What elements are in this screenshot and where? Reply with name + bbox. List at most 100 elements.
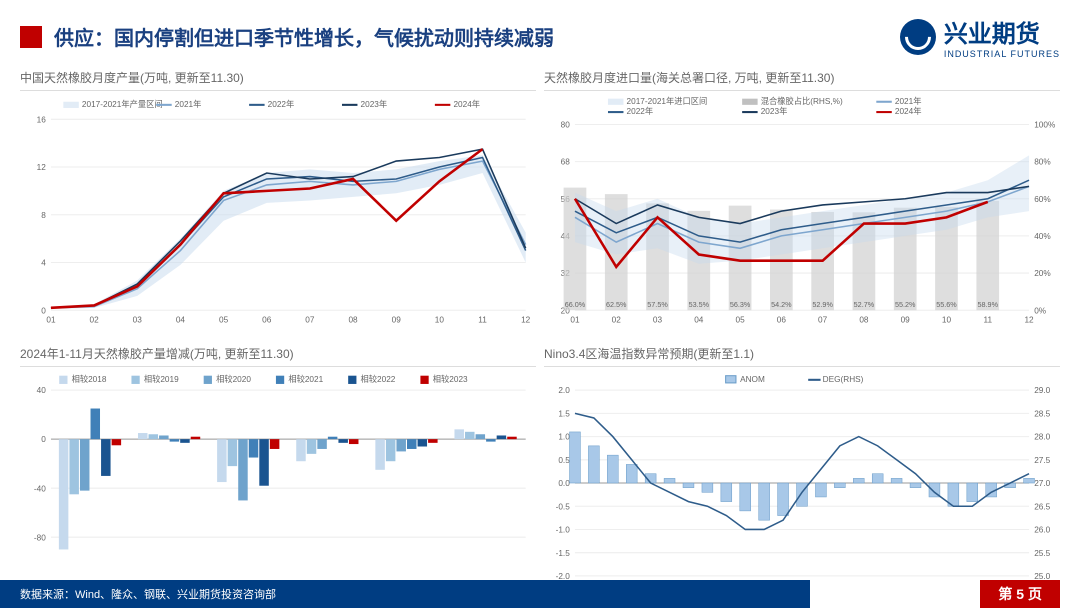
- chart-import: 天然橡胶月度进口量(海关总署口径, 万吨, 更新至11.30) 20324456…: [544, 65, 1060, 333]
- svg-text:03: 03: [653, 316, 663, 325]
- logo-icon: [900, 19, 936, 55]
- svg-text:55.6%: 55.6%: [936, 300, 957, 309]
- svg-text:2022年: 2022年: [627, 106, 654, 116]
- svg-text:-80: -80: [34, 534, 46, 543]
- svg-text:12: 12: [37, 163, 47, 172]
- chart3-title: 2024年1-11月天然橡胶产量增减(万吨, 更新至11.30): [20, 341, 536, 366]
- svg-text:07: 07: [305, 316, 315, 325]
- chart-delta: 2024年1-11月天然橡胶产量增减(万吨, 更新至11.30) -120-80…: [20, 341, 536, 609]
- svg-text:01: 01: [46, 316, 56, 325]
- svg-text:1.5: 1.5: [558, 410, 570, 419]
- svg-text:62.5%: 62.5%: [606, 300, 627, 309]
- svg-text:-0.5: -0.5: [556, 503, 571, 512]
- svg-text:27.0: 27.0: [1034, 479, 1050, 488]
- svg-text:28.5: 28.5: [1034, 410, 1050, 419]
- svg-text:10: 10: [435, 316, 445, 325]
- svg-text:26.0: 26.0: [1034, 526, 1050, 535]
- svg-text:16: 16: [37, 115, 47, 124]
- chart1-title: 中国天然橡胶月度产量(万吨, 更新至11.30): [20, 65, 536, 90]
- svg-text:2021年: 2021年: [895, 96, 922, 106]
- svg-text:2024年: 2024年: [895, 106, 922, 116]
- svg-text:0.0: 0.0: [558, 479, 570, 488]
- svg-text:26.5: 26.5: [1034, 503, 1050, 512]
- svg-text:-1.5: -1.5: [556, 549, 571, 558]
- svg-text:08: 08: [348, 316, 358, 325]
- svg-text:2017-2021年产量区间: 2017-2021年产量区间: [82, 99, 163, 109]
- svg-text:09: 09: [392, 316, 402, 325]
- svg-text:80: 80: [561, 121, 571, 130]
- chart-production: 中国天然橡胶月度产量(万吨, 更新至11.30) 048121601020304…: [20, 65, 536, 333]
- page-title: 供应：国内停割但进口季节性增长，气候扰动则持续减弱: [54, 22, 900, 51]
- svg-text:20%: 20%: [1034, 269, 1051, 278]
- svg-text:2017-2021年进口区间: 2017-2021年进口区间: [627, 96, 708, 106]
- title-marker: [20, 26, 42, 48]
- svg-text:09: 09: [901, 316, 911, 325]
- svg-text:2.0: 2.0: [558, 387, 570, 396]
- footer: 数据来源：Wind、隆众、钢联、兴业期货投资咨询部 第 5 页: [0, 580, 1080, 608]
- svg-text:1.0: 1.0: [558, 433, 570, 442]
- brand-name: 兴业期货: [944, 14, 1060, 49]
- svg-text:60%: 60%: [1034, 195, 1051, 204]
- svg-text:06: 06: [262, 316, 272, 325]
- svg-text:55.2%: 55.2%: [895, 300, 916, 309]
- svg-text:56.3%: 56.3%: [730, 300, 751, 309]
- svg-text:0: 0: [41, 306, 46, 315]
- svg-text:80%: 80%: [1034, 158, 1051, 167]
- svg-text:相较2020: 相较2020: [216, 374, 251, 384]
- svg-text:-40: -40: [34, 485, 46, 494]
- svg-text:DEG(RHS): DEG(RHS): [823, 375, 864, 384]
- svg-text:66.0%: 66.0%: [565, 300, 586, 309]
- svg-text:52.9%: 52.9%: [812, 300, 833, 309]
- svg-text:12: 12: [1024, 316, 1034, 325]
- page-number: 第 5 页: [980, 580, 1060, 608]
- svg-text:2021年: 2021年: [175, 99, 202, 109]
- svg-text:2023年: 2023年: [361, 99, 388, 109]
- svg-text:40%: 40%: [1034, 232, 1051, 241]
- svg-text:相较2018: 相较2018: [72, 374, 107, 384]
- chart2-title: 天然橡胶月度进口量(海关总署口径, 万吨, 更新至11.30): [544, 65, 1060, 90]
- svg-text:混合橡胶占比(RHS,%): 混合橡胶占比(RHS,%): [761, 96, 843, 106]
- svg-text:0.5: 0.5: [558, 456, 570, 465]
- svg-text:01: 01: [570, 316, 580, 325]
- chart-nino: Nino3.4区海温指数异常预期(更新至1.1) -2.0-1.5-1.0-0.…: [544, 341, 1060, 609]
- svg-text:27.5: 27.5: [1034, 456, 1050, 465]
- svg-text:12: 12: [521, 316, 531, 325]
- svg-text:0: 0: [41, 436, 46, 445]
- svg-text:4: 4: [41, 259, 46, 268]
- svg-text:02: 02: [612, 316, 622, 325]
- svg-text:57.5%: 57.5%: [647, 300, 668, 309]
- svg-text:11: 11: [983, 316, 992, 325]
- svg-text:-1.0: -1.0: [556, 526, 571, 535]
- svg-text:58.9%: 58.9%: [978, 300, 999, 309]
- svg-text:08: 08: [859, 316, 869, 325]
- svg-text:相较2021: 相较2021: [288, 374, 323, 384]
- svg-text:11: 11: [478, 316, 487, 325]
- brand-logo: 兴业期货 INDUSTRIAL FUTURES: [900, 14, 1060, 59]
- svg-text:100%: 100%: [1034, 121, 1056, 130]
- svg-text:相较2023: 相较2023: [433, 374, 468, 384]
- svg-text:28.0: 28.0: [1034, 433, 1050, 442]
- brand-sub: INDUSTRIAL FUTURES: [944, 49, 1060, 59]
- svg-text:06: 06: [777, 316, 787, 325]
- svg-text:52.7%: 52.7%: [854, 300, 875, 309]
- svg-text:2022年: 2022年: [268, 99, 295, 109]
- data-source: 数据来源：Wind、隆众、钢联、兴业期货投资咨询部: [0, 586, 980, 602]
- svg-text:05: 05: [735, 316, 745, 325]
- chart4-title: Nino3.4区海温指数异常预期(更新至1.1): [544, 341, 1060, 366]
- svg-text:29.0: 29.0: [1034, 387, 1050, 396]
- svg-text:03: 03: [133, 316, 143, 325]
- svg-text:8: 8: [41, 211, 46, 220]
- svg-text:相较2019: 相较2019: [144, 374, 179, 384]
- svg-text:25.5: 25.5: [1034, 549, 1050, 558]
- svg-text:02: 02: [90, 316, 100, 325]
- svg-text:0%: 0%: [1034, 306, 1047, 315]
- svg-text:68: 68: [561, 158, 571, 167]
- svg-text:05: 05: [219, 316, 229, 325]
- svg-text:10: 10: [942, 316, 952, 325]
- svg-text:54.2%: 54.2%: [771, 300, 792, 309]
- svg-text:ANOM: ANOM: [740, 375, 765, 384]
- svg-text:2023年: 2023年: [761, 106, 788, 116]
- svg-text:40: 40: [37, 387, 47, 396]
- svg-text:04: 04: [694, 316, 704, 325]
- svg-text:相较2022: 相较2022: [361, 374, 396, 384]
